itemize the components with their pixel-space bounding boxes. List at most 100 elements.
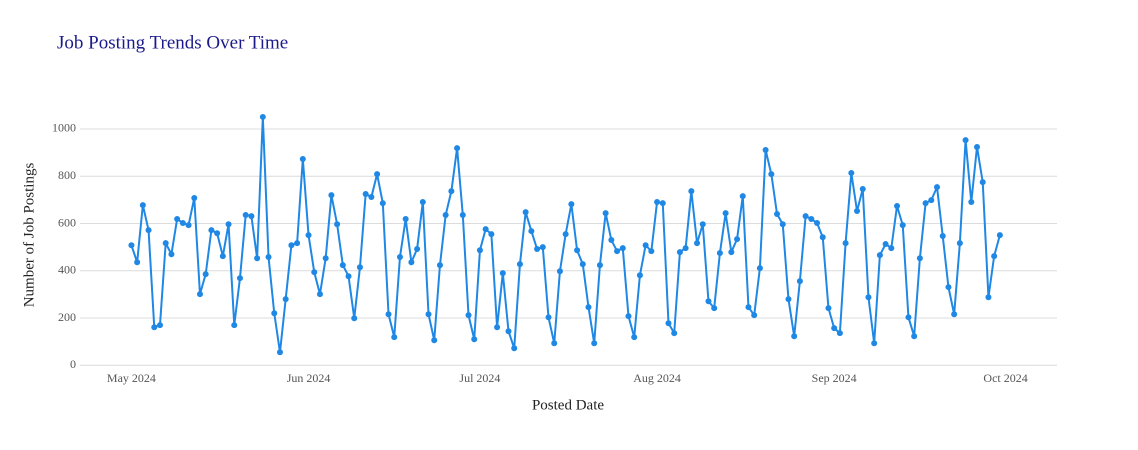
data-point (299, 155, 306, 162)
data-point (379, 200, 386, 207)
data-point (945, 284, 952, 291)
data-point (499, 270, 506, 277)
data-point (676, 249, 683, 256)
data-point (968, 199, 975, 206)
data-point (939, 233, 946, 240)
data-point (768, 171, 775, 178)
data-point (956, 240, 963, 247)
data-point (545, 314, 552, 321)
data-point (494, 324, 501, 331)
data-point (534, 246, 541, 253)
data-point (516, 261, 523, 268)
y-axis-title: Number of Job Postings (21, 163, 37, 308)
data-point (756, 265, 763, 272)
data-point (882, 241, 889, 248)
data-point (248, 213, 255, 220)
data-point (334, 221, 341, 228)
x-tick-label: May 2024 (107, 371, 156, 385)
data-point (179, 220, 186, 227)
data-point (471, 336, 478, 343)
data-point (762, 147, 769, 154)
data-point (402, 216, 409, 223)
y-tick-label: 600 (58, 215, 76, 229)
data-point (796, 278, 803, 285)
data-point (614, 248, 621, 255)
data-point (591, 340, 598, 347)
data-point (751, 312, 758, 319)
data-point (219, 253, 226, 260)
data-point (739, 193, 746, 200)
data-point (716, 250, 723, 257)
data-point (311, 269, 318, 276)
data-point (465, 312, 472, 319)
data-point (134, 259, 141, 266)
data-point (876, 252, 883, 259)
data-point (162, 240, 169, 247)
data-point (156, 322, 163, 329)
data-point (282, 296, 289, 303)
y-tick-label: 0 (70, 357, 76, 371)
data-point (511, 345, 518, 352)
data-point (236, 275, 243, 282)
data-point (551, 340, 558, 347)
data-point (128, 242, 135, 249)
data-point (436, 262, 443, 269)
data-point (699, 221, 706, 228)
data-point (848, 169, 855, 176)
data-point (414, 246, 421, 253)
data-point (814, 220, 821, 227)
data-point (191, 194, 198, 201)
data-point (362, 190, 369, 197)
data-point (294, 240, 301, 247)
data-point (979, 179, 986, 186)
data-point (985, 294, 992, 301)
data-point (654, 199, 661, 206)
data-point (596, 262, 603, 269)
data-point (916, 255, 923, 262)
data-point (899, 222, 906, 229)
data-point (625, 313, 632, 320)
data-point (288, 242, 295, 249)
data-point (316, 291, 323, 298)
data-point (208, 227, 215, 234)
x-tick-label: Aug 2024 (633, 371, 681, 385)
data-point (842, 240, 849, 247)
data-point (865, 294, 872, 301)
data-point (568, 201, 575, 208)
data-point (854, 207, 861, 214)
data-point (722, 210, 729, 217)
data-point (328, 192, 335, 199)
x-tick-label: Jun 2024 (287, 371, 331, 385)
data-point (242, 211, 249, 218)
data-point (396, 254, 403, 261)
data-point (728, 249, 735, 256)
data-point (745, 304, 752, 311)
y-tick-label: 200 (58, 310, 76, 324)
data-point (911, 333, 918, 340)
data-point (505, 328, 512, 335)
data-point (779, 221, 786, 228)
data-point (556, 268, 563, 275)
data-point (579, 261, 586, 268)
data-point (642, 242, 649, 249)
data-point (996, 232, 1003, 239)
chart-title: Job Posting Trends Over Time (57, 32, 288, 53)
data-point (425, 311, 432, 318)
data-point (145, 227, 152, 234)
data-point (608, 237, 615, 244)
data-point (631, 334, 638, 341)
data-point (339, 262, 346, 269)
y-tick-label: 800 (58, 168, 76, 182)
x-tick-label: Oct 2024 (983, 371, 1027, 385)
data-point (442, 211, 449, 218)
data-point (368, 194, 375, 201)
data-point (185, 222, 192, 229)
data-point (774, 211, 781, 218)
data-point (448, 188, 455, 195)
data-point (431, 337, 438, 344)
data-point (476, 247, 483, 254)
data-point (265, 254, 272, 261)
data-point (214, 230, 221, 237)
data-point (991, 253, 998, 260)
